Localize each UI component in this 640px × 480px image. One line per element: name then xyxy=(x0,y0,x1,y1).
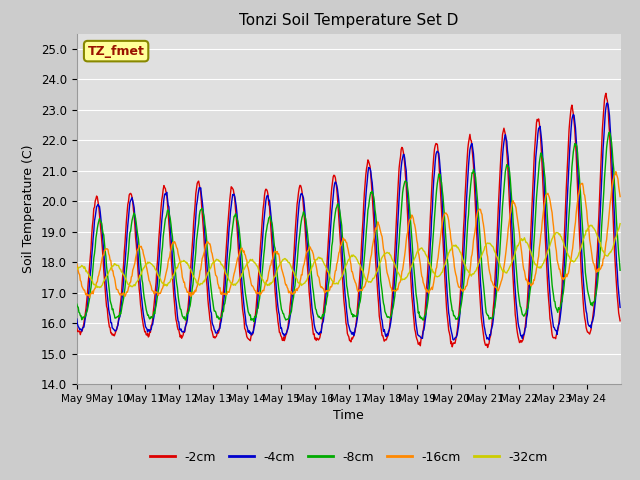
Text: TZ_fmet: TZ_fmet xyxy=(88,45,145,58)
X-axis label: Time: Time xyxy=(333,409,364,422)
Y-axis label: Soil Temperature (C): Soil Temperature (C) xyxy=(22,144,35,273)
Legend: -2cm, -4cm, -8cm, -16cm, -32cm: -2cm, -4cm, -8cm, -16cm, -32cm xyxy=(145,446,553,469)
Title: Tonzi Soil Temperature Set D: Tonzi Soil Temperature Set D xyxy=(239,13,458,28)
